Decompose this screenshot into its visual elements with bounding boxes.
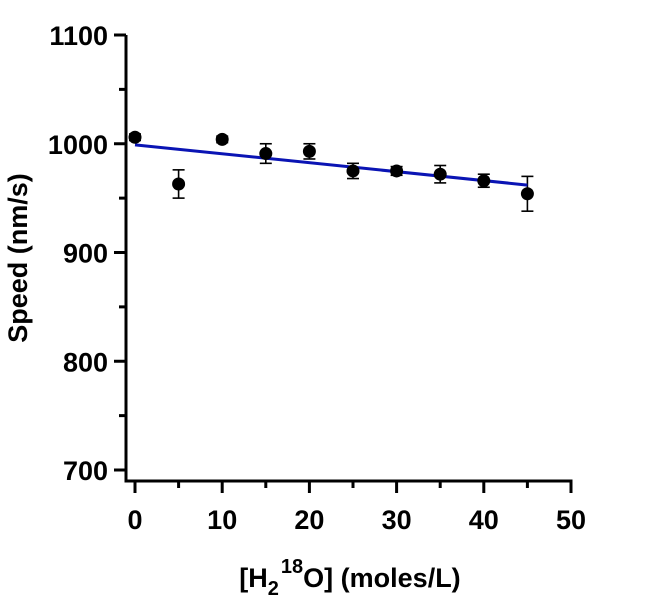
y-tick-label: 1000 [48, 130, 108, 160]
x-axis-title: [H218O] (moles/L) [239, 556, 460, 600]
data-point [346, 164, 360, 178]
data-point [172, 177, 186, 191]
y-tick-label: 700 [63, 456, 108, 486]
axis-labels: 700 800 900 1000 1100 0 10 20 30 40 50 [48, 21, 586, 535]
y-tick-label: 900 [63, 239, 108, 269]
data-point [259, 147, 273, 161]
data-point [302, 144, 316, 158]
x-tick-label: 50 [556, 505, 586, 535]
data-point [215, 132, 229, 146]
data-point [390, 164, 404, 178]
fit-line [134, 143, 528, 187]
x-tick-label: 0 [127, 505, 142, 535]
plot-area [128, 130, 534, 212]
data-point [477, 174, 491, 188]
x-tick-label: 30 [382, 505, 412, 535]
y-axis-title: Speed (nm/s) [3, 173, 33, 343]
x-tick-label: 20 [294, 505, 324, 535]
axes [114, 33, 573, 493]
x-tick-label: 10 [207, 505, 237, 535]
data-point [433, 167, 447, 181]
x-tick-label: 40 [469, 505, 499, 535]
data-point [128, 130, 142, 144]
y-tick-label: 1100 [49, 21, 108, 51]
y-tick-label: 800 [63, 347, 108, 377]
data-point [520, 187, 534, 201]
